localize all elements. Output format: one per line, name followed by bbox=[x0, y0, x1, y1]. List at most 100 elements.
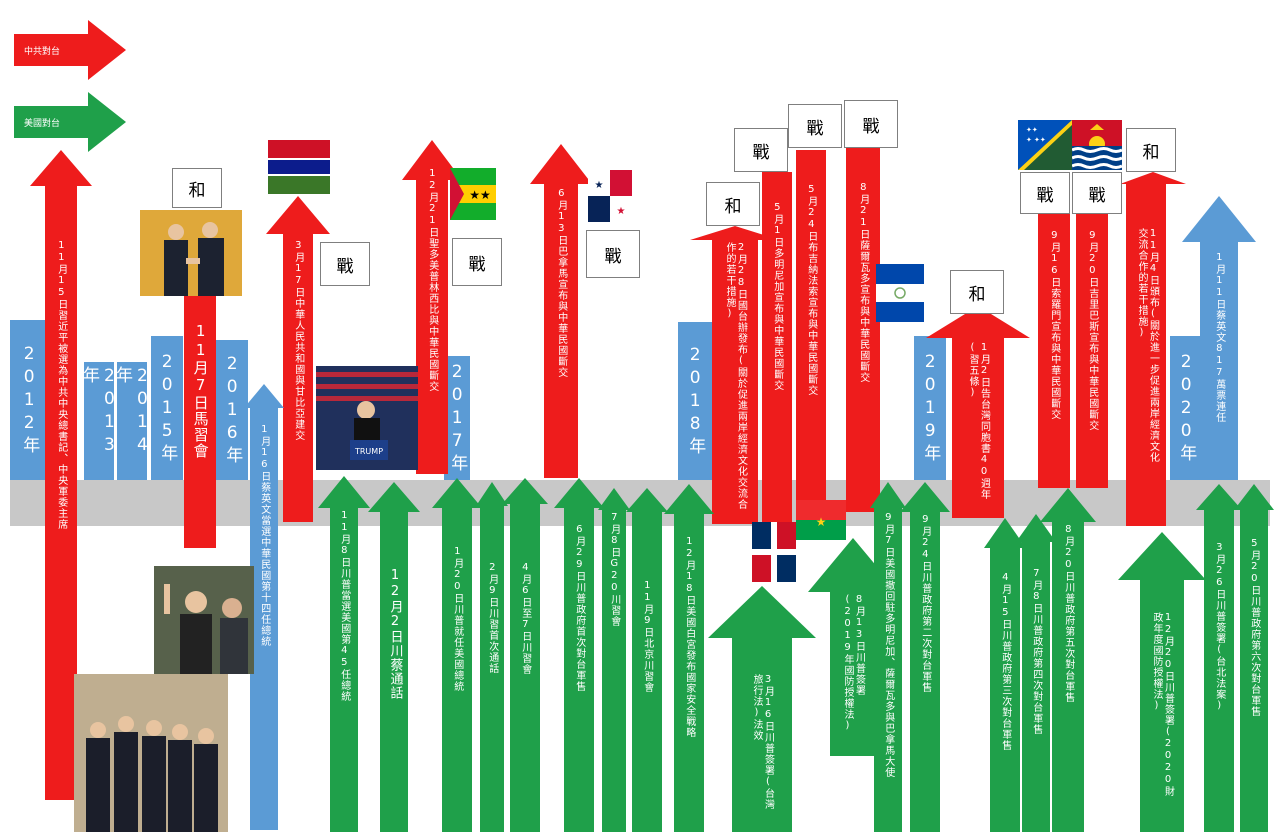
event-2016b-text: 12月21日聖多美普林西比與中華民國斷交 bbox=[426, 168, 438, 392]
event-g13-text: 9月24日川普政府第二次對台軍售 bbox=[919, 514, 931, 693]
event-2012-text: 11月15日習近平被選為中共中央總書記、中央軍委主席 bbox=[55, 240, 67, 530]
blue-arrow-2016: 1月16日蔡英文當選中華民國第十四任總統 bbox=[244, 384, 284, 830]
event-2019a-text: 1月2日告台灣同胞書40週年(習五條) bbox=[967, 342, 990, 500]
trump-rally-photo: TRUMP bbox=[316, 366, 418, 470]
green-arrow-g13: 9月24日川普政府第二次對台軍售 bbox=[900, 482, 950, 832]
event-2015-text: 11月7日馬習會 bbox=[191, 322, 210, 459]
red-bar-2019b: 9月16日索羅門宣布與中華民國斷交 bbox=[1038, 214, 1070, 488]
xi-ma-handshake-photo bbox=[140, 210, 242, 296]
green-arrow-g19: 5月20日川普政府第六次對台軍售 bbox=[1234, 484, 1274, 832]
event-g15-text: 7月8日川普政府第四次對台軍售 bbox=[1030, 568, 1042, 735]
panama-flag: ★ ★ bbox=[588, 170, 632, 222]
svg-text:★★: ★★ bbox=[469, 188, 491, 202]
red-bar-2018b: 5月1日多明尼加宣布與中華民國斷交 bbox=[762, 172, 792, 524]
red-arrow-2019d: 11月4日頒布(關於進一步促進兩岸經濟文化交流合作的若干措施) bbox=[1120, 172, 1186, 526]
event-g11-text: 8月13日川普簽署(2019年國防授權法) bbox=[842, 594, 865, 732]
burkina-faso-flag: ★ bbox=[796, 500, 846, 540]
green-arrow-g15: 7月8日川普政府第四次對台軍售 bbox=[1016, 514, 1056, 832]
badge-zhan-2018d: 戰 bbox=[844, 100, 898, 148]
green-arrow-g5: 4月6日至7日川習會 bbox=[502, 478, 548, 832]
red-arrow-2017: 6月13日巴拿馬宣布與中華民國斷交 bbox=[530, 144, 592, 478]
event-2019c-text: 9月20日吉里巴斯宣布與中華民國斷交 bbox=[1086, 230, 1098, 431]
year-2020: 2020年 bbox=[1170, 336, 1202, 480]
svg-text:TRUMP: TRUMP bbox=[354, 447, 383, 456]
green-arrow-g2: 12月2日川蔡通話 bbox=[368, 482, 420, 832]
badge-zhan-2016b: 戰 bbox=[452, 238, 502, 286]
badge-zhan-2019b: 戰 bbox=[1020, 172, 1070, 214]
red-arrow-2019a: 1月2日告台灣同胞書40週年(習五條) bbox=[926, 306, 1030, 518]
dominican-flag bbox=[752, 522, 796, 582]
sao-tome-flag: ★★ bbox=[450, 168, 496, 220]
event-g8-text: 11月9日北京川習會 bbox=[641, 580, 653, 693]
svg-text:★: ★ bbox=[816, 515, 827, 529]
green-arrow-g18: 3月26日川普簽署(台北法案) bbox=[1196, 484, 1242, 832]
green-arrow-g7: 7月8日G20川習會 bbox=[598, 488, 630, 832]
green-arrow-g14: 4月15日川普政府第三次對台軍售 bbox=[984, 518, 1026, 832]
green-arrow-g12: 9月7日美國撤回駐多明尼加、薩爾瓦多與巴拿馬大使 bbox=[870, 482, 906, 832]
year-2018: 2018年 bbox=[678, 322, 712, 480]
event-g4-text: 2月9日川習首次通話 bbox=[486, 562, 498, 674]
event-2019d-text: 11月4日頒布(關於進一步促進兩岸經濟文化交流合作的若干措施) bbox=[1136, 228, 1159, 463]
green-arrow-g17: 12月20日川普簽署(2020財政年度國防授權法) bbox=[1118, 532, 1206, 832]
badge-zhan-2018c: 戰 bbox=[788, 104, 842, 148]
green-arrow-g9: 12月18日美國白宮發布國家安全戰略 bbox=[664, 484, 714, 832]
green-arrow-g8: 11月9日北京川習會 bbox=[626, 488, 668, 832]
year-2016: 2016年 bbox=[216, 340, 248, 480]
year-2012: 2012年 bbox=[10, 320, 48, 480]
year-2014: 2014年 bbox=[112, 362, 152, 480]
event-2018b-text: 5月1日多明尼加宣布與中華民國斷交 bbox=[771, 202, 783, 391]
red-bar-2015: 11月7日馬習會 bbox=[184, 292, 216, 548]
event-g18-text: 3月26日川普簽署(台北法案) bbox=[1213, 542, 1225, 712]
event-b2016-text: 1月16日蔡英文當選中華民國第十四任總統 bbox=[258, 424, 270, 647]
red-arrow-2016: 3月17日中華人民共和國與甘比亞建交 bbox=[266, 196, 330, 522]
event-2016-text: 3月17日中華人民共和國與甘比亞建交 bbox=[292, 240, 304, 441]
el-salvador-flag bbox=[876, 264, 924, 322]
svg-text:★: ★ bbox=[617, 206, 626, 217]
event-g17-text: 12月20日川普簽署(2020財政年度國防授權法) bbox=[1151, 612, 1174, 797]
gambia-flag bbox=[268, 140, 330, 194]
year-2019: 2019年 bbox=[914, 336, 946, 480]
event-g6-text: 6月29日川普政府首次對台軍售 bbox=[573, 524, 585, 692]
badge-zhan-2019c: 戰 bbox=[1072, 172, 1122, 214]
legend-red-label: 中共對台 bbox=[24, 47, 61, 57]
red-bar-2018d: 8月21日薩爾瓦多宣布與中華民國斷交 bbox=[846, 148, 880, 512]
event-2018d-text: 8月21日薩爾瓦多宣布與中華民國斷交 bbox=[857, 182, 869, 383]
year-2013: 2013年 bbox=[79, 362, 119, 480]
event-b2020-text: 1月11日蔡英文817萬票連任 bbox=[1213, 252, 1225, 423]
event-g16-text: 8月20日川普政府第五次對台軍售 bbox=[1062, 524, 1074, 703]
legend-red-arrow: 中共對台 bbox=[14, 18, 126, 82]
green-arrow-g10: 3月16日川普簽署(台灣旅行法)法效 bbox=[708, 586, 816, 832]
green-arrow-g4: 2月9日川習首次通話 bbox=[476, 482, 508, 832]
svg-text:★: ★ bbox=[595, 180, 604, 191]
badge-he-2019: 和 bbox=[950, 270, 1004, 314]
svg-text:✦✦: ✦✦ bbox=[1026, 126, 1038, 134]
solomon-islands-flag: ✦✦ ✦ ✦✦ bbox=[1018, 120, 1072, 170]
green-arrow-g6: 6月29日川普政府首次對台軍售 bbox=[554, 478, 604, 832]
green-arrow-g16: 8月20日川普政府第五次對台軍售 bbox=[1040, 488, 1096, 832]
red-bar-2019c: 9月20日吉里巴斯宣布與中華民國斷交 bbox=[1076, 214, 1108, 488]
red-arrow-2018a: 2月28日國台辦發布(關於促進兩岸經濟文化交流合作的若干措施) bbox=[690, 226, 780, 524]
tsai-victory-photo bbox=[154, 566, 254, 674]
event-g19-text: 5月20日川普政府第六次對台軍售 bbox=[1248, 538, 1260, 717]
event-g12-text: 9月7日美國撤回駐多明尼加、薩爾瓦多與巴拿馬大使 bbox=[882, 512, 894, 778]
kiribati-flag bbox=[1072, 120, 1122, 170]
year-2017: 2017年 bbox=[444, 356, 470, 480]
legend-green-arrow: 美國對台 bbox=[14, 90, 126, 154]
event-2018c-text: 5月24日布吉納法索宣布與中華民國斷交 bbox=[805, 184, 817, 396]
svg-text:✦: ✦ bbox=[1026, 136, 1032, 144]
event-2017-text: 6月13日巴拿馬宣布與中華民國斷交 bbox=[555, 188, 567, 378]
event-g1-text: 11月8日川普當選美國第45任總統 bbox=[338, 510, 350, 702]
badge-zhan-2017: 戰 bbox=[586, 230, 640, 278]
red-arrow-2012: 11月15日習近平被選為中共中央總書記、中央軍委主席 bbox=[30, 150, 92, 800]
green-arrow-g3: 1月20日川普就任美國總統 bbox=[432, 478, 482, 832]
badge-zhan-2016: 戰 bbox=[320, 242, 370, 286]
svg-text:✦✦: ✦✦ bbox=[1034, 136, 1046, 144]
event-g3-text: 1月20日川普就任美國總統 bbox=[451, 546, 463, 692]
event-2018a-text: 2月28日國台辦發布(關於促進兩岸經濟文化交流合作的若干措施) bbox=[724, 242, 747, 510]
badge-he-2018: 和 bbox=[706, 182, 760, 226]
red-bar-2018c: 5月24日布吉納法索宣布與中華民國斷交 bbox=[796, 150, 826, 502]
politburo-group-photo bbox=[74, 674, 228, 832]
blue-arrow-2020: 1月11日蔡英文817萬票連任 bbox=[1182, 196, 1256, 480]
event-g5-text: 4月6日至7日川習會 bbox=[519, 562, 531, 675]
